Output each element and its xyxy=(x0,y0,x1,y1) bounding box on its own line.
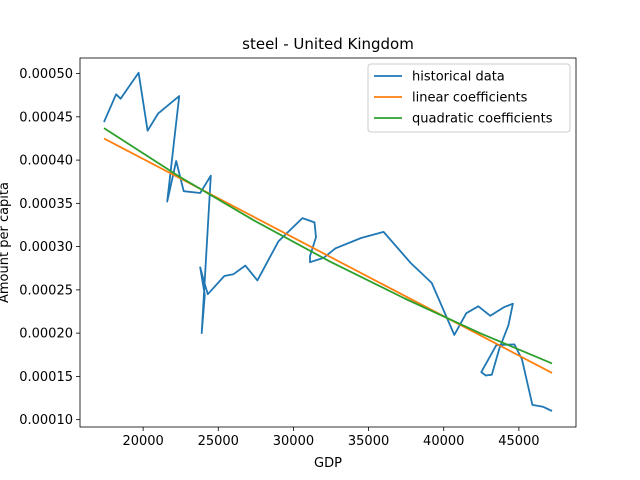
legend-label: historical data xyxy=(412,70,505,85)
y-axis-ticks: 0.00010 0.00015 0.00020 0.00025 0.00030 0.000… xyxy=(19,67,80,428)
x-tick-label: 35000 xyxy=(348,434,389,449)
series-line-3 xyxy=(103,127,553,365)
y-tick-label: 0.00045 xyxy=(19,110,73,125)
x-tick-label: 45000 xyxy=(498,434,539,449)
chart-title: steel - United Kingdom xyxy=(242,35,414,53)
x-tick-label: 40000 xyxy=(423,434,464,449)
legend-label: quadratic coefficients xyxy=(412,112,553,127)
legend: historical data linear coefficients quadra… xyxy=(367,63,571,133)
x-axis-label: GDP xyxy=(314,456,342,471)
series-line-1 xyxy=(103,71,553,412)
y-tick-label: 0.00025 xyxy=(19,283,73,298)
plot-frame xyxy=(79,57,577,428)
y-tick-label: 0.00015 xyxy=(19,370,73,385)
x-axis-ticks: 20000 25000 30000 35000 40000 45000 xyxy=(122,427,540,449)
x-tick-label: 20000 xyxy=(122,434,163,449)
y-tick-label: 0.00050 xyxy=(19,67,73,82)
y-tick-label: 0.00030 xyxy=(19,240,73,255)
x-tick-label: 25000 xyxy=(198,434,239,449)
legend-label: linear coefficients xyxy=(412,91,528,106)
y-tick-label: 0.00040 xyxy=(19,154,73,169)
y-tick-label: 0.00020 xyxy=(19,327,73,342)
y-tick-label: 0.00035 xyxy=(19,197,73,212)
y-axis-label: Amount per capita xyxy=(0,182,12,303)
plot-lines xyxy=(103,71,553,412)
series-line-2 xyxy=(103,137,553,374)
y-tick-label: 0.00010 xyxy=(19,413,73,428)
x-tick-label: 30000 xyxy=(273,434,314,449)
legend-box xyxy=(367,63,571,133)
